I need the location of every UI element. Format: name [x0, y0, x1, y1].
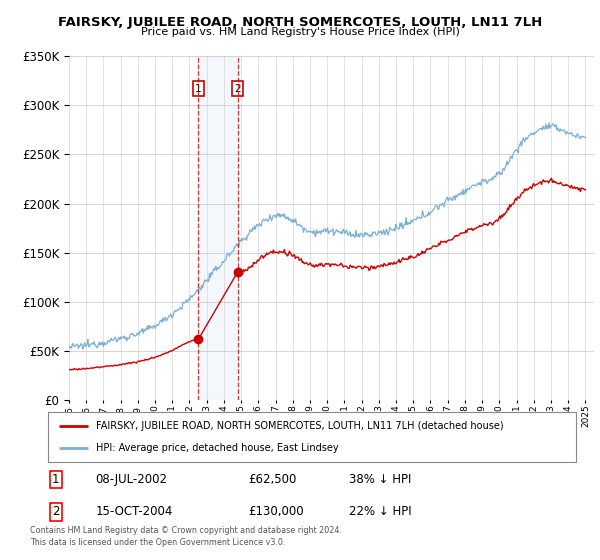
Text: 1: 1	[195, 83, 202, 94]
Text: 22% ↓ HPI: 22% ↓ HPI	[349, 505, 412, 519]
Text: FAIRSKY, JUBILEE ROAD, NORTH SOMERCOTES, LOUTH, LN11 7LH: FAIRSKY, JUBILEE ROAD, NORTH SOMERCOTES,…	[58, 16, 542, 29]
Text: Contains HM Land Registry data © Crown copyright and database right 2024.: Contains HM Land Registry data © Crown c…	[30, 526, 342, 535]
Bar	[199, 56, 238, 400]
Text: This data is licensed under the Open Government Licence v3.0.: This data is licensed under the Open Gov…	[30, 538, 286, 547]
Text: £62,500: £62,500	[248, 473, 297, 486]
Text: £130,000: £130,000	[248, 505, 304, 519]
Text: 08-JUL-2002: 08-JUL-2002	[95, 473, 167, 486]
Text: 2: 2	[52, 505, 59, 519]
Text: 1: 1	[52, 473, 59, 486]
Text: 15-OCT-2004: 15-OCT-2004	[95, 505, 173, 519]
Text: FAIRSKY, JUBILEE ROAD, NORTH SOMERCOTES, LOUTH, LN11 7LH (detached house): FAIRSKY, JUBILEE ROAD, NORTH SOMERCOTES,…	[95, 421, 503, 431]
Text: HPI: Average price, detached house, East Lindsey: HPI: Average price, detached house, East…	[95, 443, 338, 453]
Text: 2: 2	[234, 83, 241, 94]
Text: Price paid vs. HM Land Registry's House Price Index (HPI): Price paid vs. HM Land Registry's House …	[140, 27, 460, 37]
Text: 38% ↓ HPI: 38% ↓ HPI	[349, 473, 412, 486]
FancyBboxPatch shape	[48, 412, 576, 462]
